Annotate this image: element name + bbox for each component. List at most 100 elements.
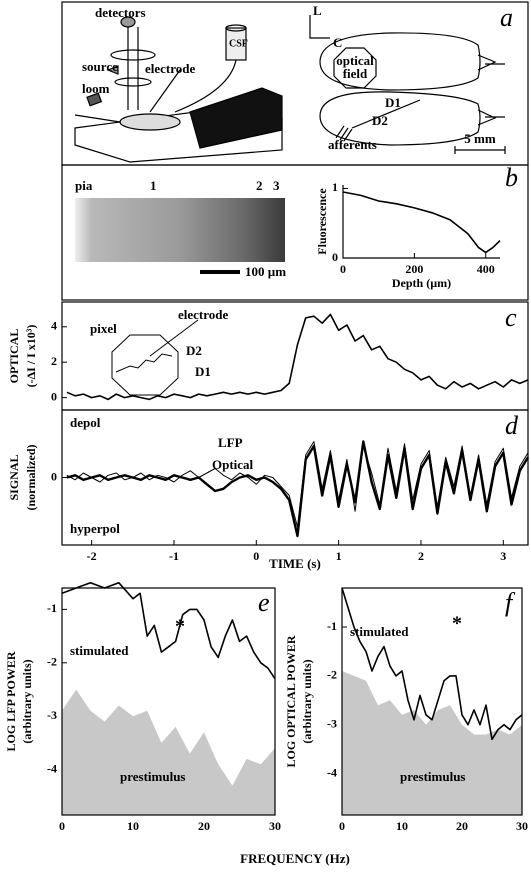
optical-field xyxy=(333,47,377,89)
panel-letter: b xyxy=(505,163,518,192)
x-tick-label: 30 xyxy=(516,819,528,833)
hemisphere xyxy=(319,32,481,91)
label: field xyxy=(343,66,368,81)
annotation: * xyxy=(452,613,462,635)
panel-frame xyxy=(61,164,529,301)
y-tick-label: -2 xyxy=(327,668,337,682)
loom-arrow xyxy=(74,114,121,123)
y-axis-title: OPTICAL xyxy=(7,329,21,384)
x-tick-label: 1 xyxy=(336,549,342,563)
line xyxy=(61,581,276,680)
label: D2 xyxy=(372,113,388,128)
panel-letter: a xyxy=(500,3,513,32)
x-tick-label: 30 xyxy=(269,819,281,833)
plot-frame xyxy=(341,587,523,816)
annotation: * xyxy=(175,616,185,638)
x-tick-label: 0 xyxy=(253,549,259,563)
afferent-lines xyxy=(335,125,353,142)
x-tick-label: 3 xyxy=(500,549,506,563)
line xyxy=(66,313,529,401)
panel-letter: e xyxy=(258,588,270,617)
inset-electrode xyxy=(149,319,199,357)
y-tick-label: 4 xyxy=(51,319,57,333)
plot-frame xyxy=(61,587,276,816)
orientation-axes xyxy=(309,15,330,39)
line xyxy=(66,441,529,528)
inset-octagon xyxy=(111,334,179,396)
y-tick-label: 2 xyxy=(51,354,57,368)
label: 1 xyxy=(150,178,157,193)
annotation: D1 xyxy=(195,364,211,379)
plot-frame xyxy=(61,409,529,546)
x-tick-label: 20 xyxy=(456,819,468,833)
y-axis-title: LOG LFP POWER xyxy=(4,651,18,751)
label: pia xyxy=(75,178,93,193)
y-axis-title: SIGNAL xyxy=(7,454,21,500)
x-tick-label: -2 xyxy=(87,549,97,563)
x-axis-title: Depth (µm) xyxy=(392,276,451,290)
y-axis-title: LOG OPTICAL POWER xyxy=(284,635,298,767)
source xyxy=(106,65,119,75)
y-tick-label: -3 xyxy=(327,716,337,730)
series-label: Optical xyxy=(212,457,254,472)
series-label: prestimulus xyxy=(120,769,186,784)
y-tick-label: 0 xyxy=(332,250,338,264)
series-label: stimulated xyxy=(70,643,129,658)
y-tick-label: -4 xyxy=(327,765,337,779)
series-label: LFP xyxy=(218,435,243,450)
label: detectors xyxy=(95,5,146,20)
x-tick-label: 10 xyxy=(396,819,408,833)
annotation: electrode xyxy=(178,307,229,322)
label: 2 xyxy=(256,178,263,193)
hemisphere xyxy=(319,91,481,146)
d1-line xyxy=(351,99,421,129)
line xyxy=(341,587,523,741)
y-tick-label: 0 xyxy=(51,469,57,483)
line xyxy=(342,191,501,254)
panel-a xyxy=(61,1,529,166)
y-tick-label: 0 xyxy=(51,389,57,403)
x-tick-label: 20 xyxy=(198,819,210,833)
axis-line xyxy=(342,185,500,259)
y-axis-title: (arbitrary units) xyxy=(20,659,34,743)
y-tick-label: -3 xyxy=(47,708,57,722)
label: source xyxy=(82,59,118,74)
series-label: prestimulus xyxy=(400,769,466,784)
label: C xyxy=(333,35,342,50)
y-axis-title: Fluorescence xyxy=(315,188,329,255)
scale-bar xyxy=(454,146,506,154)
x-tick-label: 10 xyxy=(127,819,139,833)
label: optical xyxy=(336,53,374,68)
y-axis-title: (normalized) xyxy=(24,445,38,511)
series-label: stimulated xyxy=(350,624,409,639)
x-axis-title: FREQUENCY (Hz) xyxy=(240,851,350,866)
brain-slice xyxy=(119,113,181,131)
label: 3 xyxy=(273,178,280,193)
annotation: depol xyxy=(70,415,101,430)
olfactory xyxy=(477,54,505,126)
x-tick-label: 400 xyxy=(477,262,495,276)
x-tick-label: 2 xyxy=(418,549,424,563)
x-tick-label: 0 xyxy=(340,262,346,276)
label: 5 mm xyxy=(464,131,496,146)
annotation: D2 xyxy=(186,343,202,358)
y-axis-title: (arbitrary units) xyxy=(300,659,314,743)
label: afferents xyxy=(328,137,377,152)
label: electrode xyxy=(145,61,196,76)
rig-block xyxy=(189,87,283,149)
label: L xyxy=(313,3,322,18)
y-tick-label: -2 xyxy=(47,655,57,669)
x-axis-title: TIME (s) xyxy=(269,556,321,571)
csf-tube xyxy=(174,59,237,113)
x-tick-label: 0 xyxy=(339,819,345,833)
line xyxy=(66,440,530,538)
area xyxy=(62,689,275,815)
csf-top xyxy=(225,24,247,32)
lens xyxy=(114,77,152,87)
y-tick-label: -1 xyxy=(327,619,337,633)
y-tick-label: -4 xyxy=(47,761,57,775)
label: 100 µm xyxy=(245,264,286,279)
label: D1 xyxy=(385,95,401,110)
x-tick-label: 0 xyxy=(59,819,65,833)
